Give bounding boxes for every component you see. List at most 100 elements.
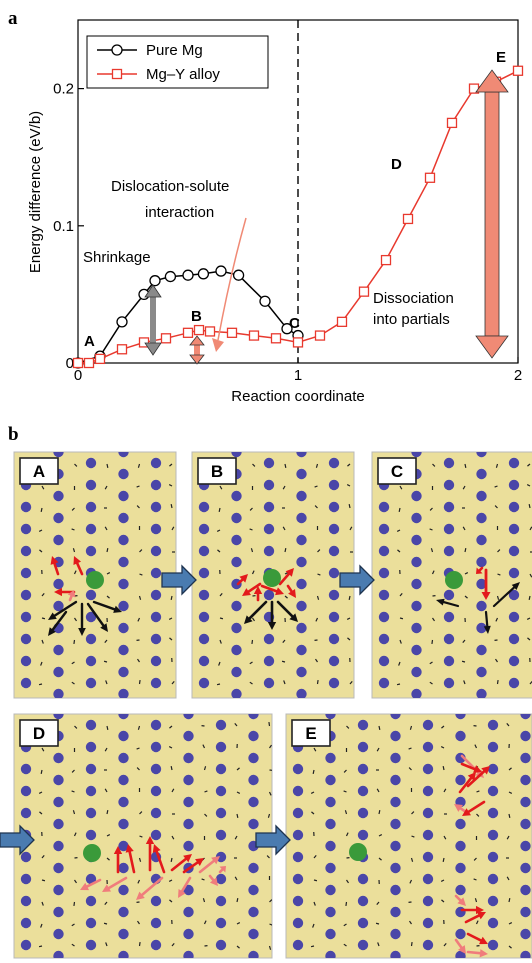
series-line-0 (77, 270, 299, 364)
atom (150, 939, 162, 951)
atom (487, 873, 499, 885)
atom (422, 763, 434, 775)
small-displacement (410, 941, 413, 947)
atom (198, 633, 210, 645)
small-displacement (409, 879, 413, 884)
small-displacement (10, 924, 11, 928)
atom (20, 545, 32, 557)
atom (328, 545, 340, 557)
atom (150, 479, 162, 491)
displacement-arrow-head (195, 858, 204, 866)
small-displacement (410, 857, 414, 862)
small-displacement (380, 442, 382, 445)
atom (378, 633, 390, 645)
atom (85, 939, 97, 951)
small-displacement (104, 788, 108, 793)
atom (231, 688, 242, 698)
small-displacement (170, 595, 173, 600)
small-displacement (282, 748, 285, 749)
small-displacement (10, 616, 13, 618)
displacement-arrow (442, 601, 460, 608)
small-displacement (73, 832, 77, 837)
small-displacement (284, 595, 288, 599)
displacement-arrow-head (289, 613, 298, 622)
small-displacement (408, 767, 412, 771)
small-displacement (347, 463, 351, 467)
small-displacement (236, 767, 240, 771)
atom (198, 611, 210, 623)
displacement-arrow (75, 562, 84, 576)
atom (292, 917, 304, 929)
small-displacement (282, 902, 285, 904)
small-displacement (365, 684, 367, 687)
small-displacement (137, 463, 141, 468)
panel-label-a: a (8, 8, 18, 29)
atom (118, 578, 129, 590)
atom (53, 714, 64, 720)
displacement-arrow-head (54, 587, 62, 597)
atom (85, 785, 97, 797)
small-displacement (313, 901, 316, 906)
small-displacement (41, 747, 45, 752)
atom (476, 452, 487, 458)
atom (20, 677, 32, 689)
displacement-arrow-head (483, 625, 491, 634)
atom (150, 589, 162, 601)
atom (118, 714, 129, 720)
atom (118, 688, 129, 698)
small-displacement (368, 662, 369, 666)
displacement-arrow-head (219, 866, 226, 873)
small-displacement (282, 854, 283, 858)
state-label: C (391, 462, 403, 481)
atom (357, 829, 369, 841)
small-displacement (268, 791, 272, 796)
x-tick-label: 2 (514, 367, 522, 384)
atom (476, 534, 487, 546)
legend-label-pure-mg: Pure Mg (146, 42, 203, 59)
small-displacement (236, 922, 241, 925)
small-displacement (38, 683, 43, 686)
atom (85, 719, 97, 731)
atom (361, 601, 371, 611)
atom (487, 851, 499, 863)
displacement-arrow-head (102, 884, 112, 892)
atom (53, 774, 64, 786)
small-displacement (506, 722, 510, 727)
displacement-arrow-head (481, 592, 491, 600)
displacement-arrow-head (467, 772, 476, 781)
displacement-arrow (128, 850, 136, 874)
small-displacement (282, 924, 283, 928)
atom (329, 436, 339, 446)
small-displacement (188, 508, 189, 512)
small-displacement (280, 792, 282, 795)
atom (86, 700, 96, 710)
small-displacement (41, 485, 45, 490)
atom (390, 862, 401, 874)
atom (263, 545, 275, 557)
small-displacement (497, 549, 501, 553)
atom (85, 457, 97, 469)
displacement-arrow (85, 878, 102, 888)
small-displacement (7, 946, 9, 949)
small-displacement (217, 549, 221, 553)
state-label-box (19, 719, 59, 747)
small-displacement (282, 526, 286, 531)
atom (357, 763, 369, 775)
small-displacement (318, 704, 321, 706)
atom (422, 829, 434, 841)
small-displacement (107, 442, 110, 443)
data-point (226, 327, 238, 338)
snapshot-panel-a: A (10, 442, 177, 710)
atom (361, 513, 371, 523)
atom (231, 644, 242, 656)
data-point (94, 353, 106, 365)
small-displacement (281, 660, 286, 663)
small-displacement (38, 529, 43, 532)
data-point (72, 357, 84, 369)
atom (476, 688, 487, 698)
dissociation-arrow (475, 69, 509, 359)
atom (150, 655, 162, 667)
small-displacement (368, 592, 369, 596)
small-displacement (168, 879, 173, 882)
atom (118, 556, 129, 568)
